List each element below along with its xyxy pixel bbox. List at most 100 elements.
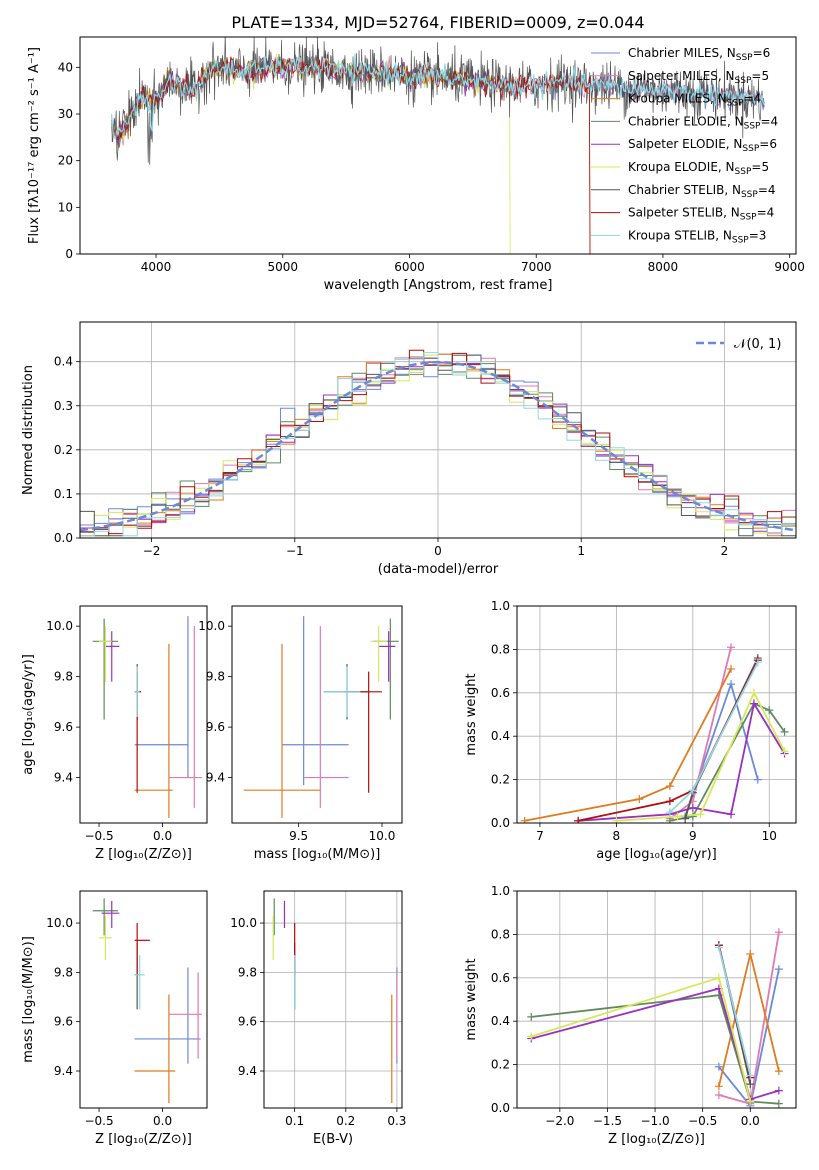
y-tick-label: 1.0: [491, 884, 510, 898]
plus-marker: [727, 680, 736, 689]
point-kroupa-miles: [243, 643, 321, 818]
chart-mass_vs_ebv: 0.1 0.2 0.3 9.4 9.6 9.8 10.0 E(B-V): [230, 890, 406, 1147]
y-tick-label: 0.3: [54, 399, 73, 413]
plus-marker: [714, 1062, 723, 1071]
y-tick-label: 9.4: [54, 771, 73, 785]
point-salpeter-stelib: [134, 923, 150, 975]
chart-age_vs_mass: 9.5 10.0 9.4 9.6 9.8 10.0 mass [log₁₀(M/M⊙)]: [198, 605, 403, 862]
x-tick-label: 10.0: [369, 829, 396, 843]
plus-marker: [527, 1012, 536, 1021]
y-tick-label: 10: [58, 200, 73, 214]
y-tick-label: 10.0: [46, 619, 73, 633]
plus-marker: [727, 643, 736, 652]
x-tick-label: 9000: [774, 260, 805, 274]
plot-area: [527, 928, 783, 1108]
x-axis-label: Z [log₁₀(Z/Z⊙)]: [95, 847, 192, 862]
plus-marker: [714, 973, 723, 982]
plot-area: [111, 37, 765, 254]
series-line: [524, 668, 732, 822]
y-tick-label: 0.0: [491, 1101, 510, 1115]
point-kroupa-stelib: [134, 955, 145, 1010]
y-tick-label: 0.6: [491, 971, 510, 985]
series-kroupa-miles: [520, 664, 736, 823]
y-tick-label: 0.4: [491, 1014, 510, 1028]
x-tick-label: 0.2: [336, 1114, 355, 1128]
x-tick-label: 10: [762, 829, 777, 843]
y-tick-label: 0.8: [491, 927, 510, 941]
y-tick-label: 9.6: [54, 720, 73, 734]
plot-area: [80, 349, 796, 537]
plus-marker: [574, 816, 583, 823]
plus-marker: [665, 797, 674, 806]
y-tick-label: 9.4: [238, 1064, 257, 1078]
spectrum-line-kroupa-stelib: [111, 53, 765, 140]
plus-marker: [727, 810, 736, 819]
series-chabrier-elodie: [665, 699, 789, 823]
y-tick-label: 10.0: [198, 619, 225, 633]
x-tick-label: −2: [143, 544, 161, 558]
series-line: [531, 987, 780, 1101]
point-kroupa-elodie: [370, 626, 387, 682]
x-tick-label: −1.0: [641, 1114, 670, 1128]
chart-age_vs_Z: −0.5 0.0 9.4 9.6 9.8 10.0 Z [log₁₀(Z/Z⊙)] age […: [21, 605, 208, 862]
x-tick-label: 9: [689, 829, 697, 843]
y-tick-label: 0.4: [54, 355, 73, 369]
legend-label: Kroupa ELODIE, NSSP=5: [628, 160, 769, 177]
x-tick-label: 7000: [521, 260, 552, 274]
y-tick-label: 0.2: [491, 1058, 510, 1072]
plot-area: [272, 898, 398, 1104]
y-tick-label: 0.0: [491, 816, 510, 830]
y-tick-label: 9.6: [238, 1015, 257, 1029]
y-tick-label: 9.6: [206, 720, 225, 734]
point-kroupa-elodie: [99, 915, 112, 961]
series-kroupa-elodie: [612, 688, 789, 823]
x-tick-label: 0.0: [153, 1114, 172, 1128]
plus-marker: [753, 658, 762, 667]
x-tick-label: 4000: [141, 260, 172, 274]
plus-marker: [780, 747, 789, 756]
plus-marker: [612, 816, 621, 823]
point-kroupa-miles: [134, 994, 176, 1104]
y-tick-label: 0.6: [491, 686, 510, 700]
x-tick-label: −1.5: [593, 1114, 622, 1128]
plus-marker: [774, 1067, 783, 1076]
point-salpeter-elodie: [105, 631, 120, 682]
y-axis-label: mass [log₁₀(M/M⊙)]: [21, 936, 36, 1063]
x-axis-label: age [log₁₀(age/yr)]: [596, 847, 717, 862]
y-axis-label: Flux [fλ10⁻¹⁷ erg cm⁻² s⁻¹ A⁻¹]: [27, 47, 42, 244]
series-chabrier-miles: [714, 965, 783, 1108]
plot-area: [92, 616, 202, 818]
y-tick-label: 0.2: [54, 443, 73, 457]
plus-marker: [635, 795, 644, 804]
plus-marker: [774, 965, 783, 974]
point-salpeter-miles: [303, 626, 349, 808]
y-tick-label: 0.1: [54, 487, 73, 501]
y-tick-label: 9.8: [54, 670, 73, 684]
x-tick-label: −0.5: [84, 1114, 113, 1128]
y-tick-label: 0.8: [491, 642, 510, 656]
series-salpeter-miles: [665, 643, 736, 823]
point-chabrier-miles: [134, 616, 189, 778]
x-tick-label: 9.5: [289, 829, 308, 843]
plus-marker: [780, 727, 789, 736]
x-tick-label: 0: [434, 544, 442, 558]
x-axis-label: E(B-V): [313, 1132, 353, 1147]
plus-marker: [746, 1071, 755, 1080]
plus-marker: [749, 699, 758, 708]
x-tick-label: 8: [613, 829, 621, 843]
plus-marker: [714, 1090, 723, 1099]
plus-marker: [774, 1086, 783, 1095]
y-tick-label: 10.0: [46, 916, 73, 930]
point-chabrier-elodie: [92, 898, 119, 936]
plus-marker: [714, 1082, 723, 1091]
point-salpeter-elodie: [378, 631, 396, 682]
plus-marker: [746, 1097, 755, 1106]
plus-marker: [774, 928, 783, 937]
y-axis-label: Normed distribution: [21, 365, 36, 495]
x-axis-label: Z [log₁₀(Z/Z⊙)]: [95, 1132, 192, 1147]
y-tick-label: 40: [58, 60, 73, 74]
point-salpeter-miles: [168, 626, 202, 808]
x-tick-label: 8000: [648, 260, 679, 274]
x-tick-label: 0.1: [285, 1114, 304, 1128]
series-line: [531, 994, 779, 1105]
